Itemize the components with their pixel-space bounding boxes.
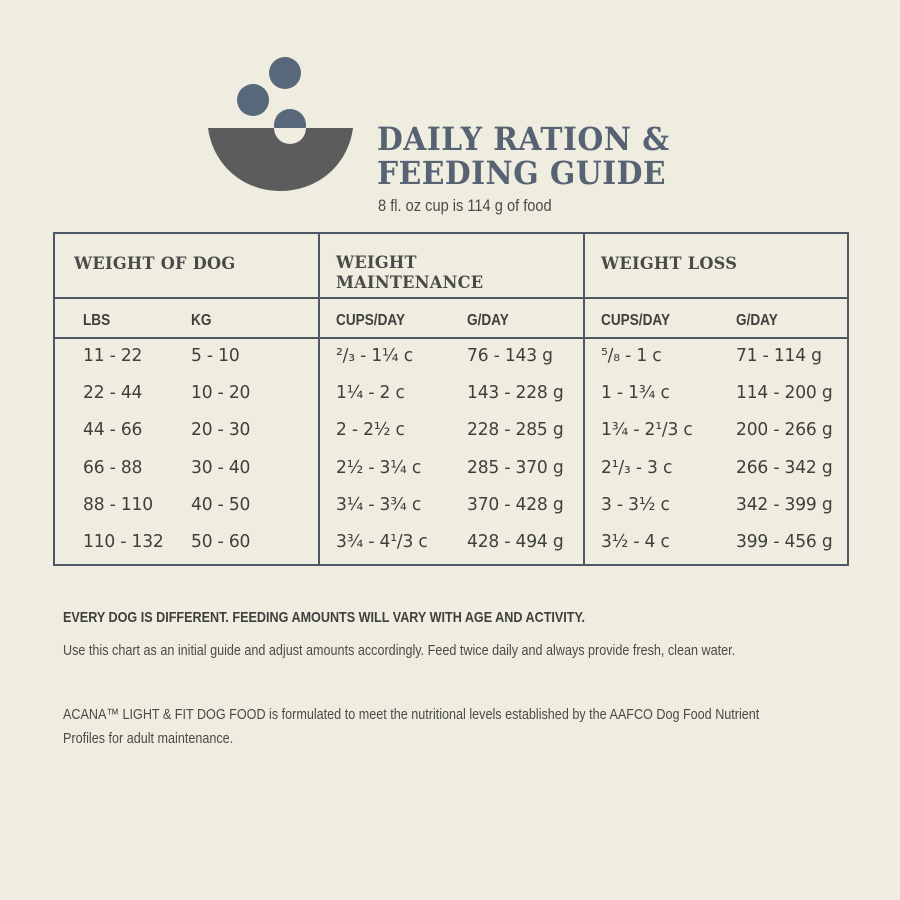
cell-loss-grams: 266 - 342 g xyxy=(736,456,833,478)
column-header-lbs: LBS xyxy=(83,312,111,329)
cell-loss-grams: 342 - 399 g xyxy=(736,493,833,515)
title-line-2: FEEDING GUIDE xyxy=(377,154,667,192)
feeding-table: WEIGHT OF DOG WEIGHT MAINTENANCE WEIGHT … xyxy=(53,232,849,566)
column-header-loss-grams: G/DAY xyxy=(736,312,778,329)
cell-lbs: 44 - 66 xyxy=(83,419,143,441)
cell-loss-grams: 71 - 114 g xyxy=(736,345,822,366)
group-header-weight-maintenance: WEIGHT MAINTENANCE xyxy=(336,253,484,293)
cell-kg: 50 - 60 xyxy=(191,531,251,552)
cell-loss-cups: 1 - 1¾ c xyxy=(601,382,670,404)
column-divider xyxy=(583,234,585,564)
cell-loss-grams: 200 - 266 g xyxy=(736,419,833,441)
cell-kg: 5 - 10 xyxy=(191,345,240,366)
feeding-guidance: Use this chart as an initial guide and a… xyxy=(63,642,736,659)
column-header-kg: KG xyxy=(191,312,212,329)
cell-maintenance-grams: 370 - 428 g xyxy=(467,493,564,515)
cell-loss-cups: ⁵/₈ - 1 c xyxy=(601,345,662,366)
group-header-weight-loss: WEIGHT LOSS xyxy=(601,254,738,274)
aafco-statement-line-2: Profiles for adult maintenance. xyxy=(63,730,234,747)
cell-kg: 40 - 50 xyxy=(191,493,251,515)
cell-loss-cups: 3½ - 4 c xyxy=(601,531,670,552)
cell-maintenance-cups: ²/₃ - 1¼ c xyxy=(336,345,413,366)
page-title: DAILY RATION & FEEDING GUIDE xyxy=(377,122,670,190)
cell-loss-cups: 2¹/₃ - 3 c xyxy=(601,456,673,478)
cell-kg: 10 - 20 xyxy=(191,382,251,404)
column-header-maintenance-cups: CUPS/DAY xyxy=(336,312,406,329)
cell-lbs: 88 - 110 xyxy=(83,493,153,515)
subheader-divider xyxy=(55,337,847,339)
cell-lbs: 22 - 44 xyxy=(83,382,143,404)
column-header-maintenance-grams: G/DAY xyxy=(467,312,509,329)
cell-lbs: 11 - 22 xyxy=(83,345,143,366)
cell-maintenance-grams: 285 - 370 g xyxy=(467,456,564,478)
cell-loss-cups: 1¾ - 2¹/3 c xyxy=(601,419,693,441)
cell-maintenance-grams: 76 - 143 g xyxy=(467,345,553,366)
cell-maintenance-grams: 428 - 494 g xyxy=(467,531,564,552)
title-line-1: DAILY RATION & xyxy=(377,120,670,158)
cell-maintenance-cups: 2 - 2½ c xyxy=(336,419,405,441)
cell-loss-cups: 3 - 3½ c xyxy=(601,493,670,515)
cell-maintenance-grams: 143 - 228 g xyxy=(467,382,564,404)
cell-kg: 30 - 40 xyxy=(191,456,251,478)
feeding-headline: EVERY DOG IS DIFFERENT. FEEDING AMOUNTS … xyxy=(63,609,586,626)
cell-maintenance-cups: 3¼ - 3¾ c xyxy=(336,493,422,515)
column-divider xyxy=(318,234,320,564)
cell-maintenance-cups: 2½ - 3¼ c xyxy=(336,456,422,478)
cell-maintenance-cups: 3¾ - 4¹/3 c xyxy=(336,531,428,552)
cell-maintenance-grams: 228 - 285 g xyxy=(467,419,564,441)
column-header-loss-cups: CUPS/DAY xyxy=(601,312,671,329)
cup-measure-note: 8 fl. oz cup is 114 g of food xyxy=(378,196,552,215)
cell-loss-grams: 114 - 200 g xyxy=(736,382,833,404)
group-header-weight-of-dog: WEIGHT OF DOG xyxy=(74,254,236,274)
cell-lbs: 66 - 88 xyxy=(83,456,143,478)
cell-kg: 20 - 30 xyxy=(191,419,251,441)
bowl-with-kibble-icon xyxy=(208,57,353,191)
cell-lbs: 110 - 132 xyxy=(83,531,164,552)
cell-maintenance-cups: 1¼ - 2 c xyxy=(336,382,405,404)
cell-loss-grams: 399 - 456 g xyxy=(736,531,833,552)
aafco-statement-line-1: ACANA™ LIGHT & FIT DOG FOOD is formulate… xyxy=(63,706,760,723)
header-divider xyxy=(55,297,847,299)
